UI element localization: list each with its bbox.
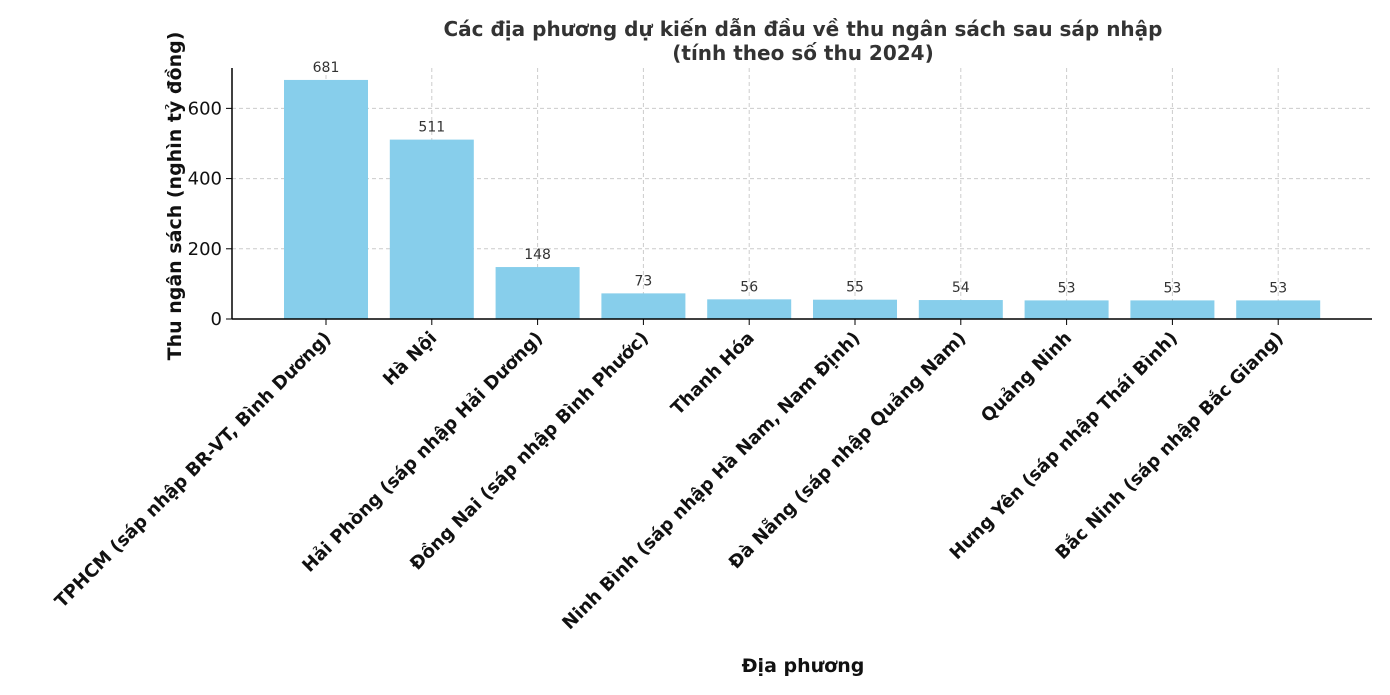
chart-subtitle: (tính theo số thu 2024): [672, 41, 933, 65]
bar: [1130, 300, 1215, 319]
bar-value-label: 55: [846, 280, 864, 296]
x-tick-label: Hưng Yên (sáp nhập Thái Bình): [946, 328, 1182, 564]
y-tick-label: 600: [188, 98, 222, 119]
y-tick-label: 0: [211, 309, 222, 330]
bar: [284, 79, 368, 319]
bars: [284, 79, 1321, 319]
axes: [231, 68, 1372, 320]
x-tick-label: Quảng Ninh: [977, 328, 1076, 427]
bar: [707, 299, 792, 319]
bar-value-label: 53: [1163, 280, 1181, 296]
x-tick-label: Đà Nẵng (sáp nhập Quảng Nam): [724, 327, 970, 573]
bar: [389, 139, 474, 319]
bar: [601, 293, 686, 319]
bar: [813, 299, 897, 319]
x-tick-label: Thanh Hóa: [667, 328, 759, 420]
y-axis-label: Thu ngân sách (nghìn tỷ đồng): [163, 32, 186, 361]
bar-value-label: 54: [952, 280, 970, 296]
bar-value-label: 73: [634, 273, 652, 289]
value-labels: 681 511 148 73 56 55 54 53 53 53: [313, 60, 1287, 296]
x-axis-label: Địa phương: [742, 655, 865, 677]
bar: [1024, 300, 1109, 319]
y-tick-label: 400: [188, 169, 222, 190]
bar-value-label: 681: [313, 60, 340, 76]
x-tick-label: Hải Phòng (sáp nhập Hải Dương): [298, 328, 547, 577]
x-tick-label: TPHCM (sáp nhập BR-VT, Bình Dương): [51, 328, 336, 613]
bar-value-label: 53: [1058, 280, 1076, 296]
y-tick-labels: 0 200 400 600: [188, 98, 232, 330]
bar: [495, 267, 580, 319]
bar-value-label: 56: [740, 279, 758, 295]
chart-title: Các địa phương dự kiến dẫn đầu về thu ng…: [444, 17, 1163, 41]
x-tick-labels: TPHCM (sáp nhập BR-VT, Bình Dương) Hà Nội…: [51, 319, 1288, 634]
bar-value-label: 148: [524, 247, 551, 263]
x-tick-label: Bắc Ninh (sáp nhập Bắc Giang): [1052, 328, 1288, 564]
x-tick-label: Hà Nội: [379, 328, 441, 390]
x-tick-label: Đồng Nai (sáp nhập Bình Phước): [406, 328, 653, 575]
y-tick-label: 200: [188, 239, 222, 260]
bar-value-label: 511: [418, 120, 445, 136]
bar: [918, 300, 1003, 319]
bar: [1236, 300, 1321, 319]
bar-value-label: 53: [1269, 280, 1287, 296]
